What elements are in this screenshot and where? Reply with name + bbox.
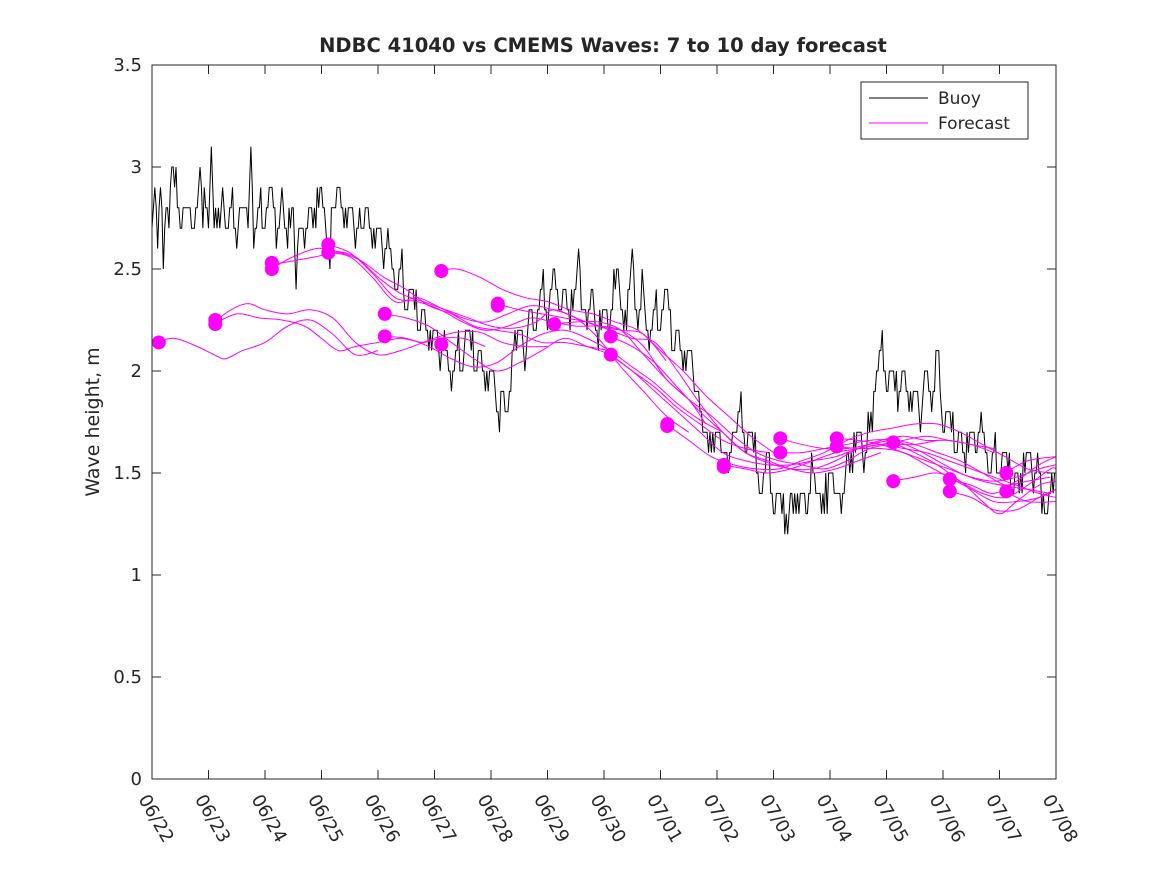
forecast-start-marker-3: [208, 317, 223, 332]
y-tick-label: 3: [131, 157, 142, 178]
forecast-series-line-15: [665, 422, 1051, 474]
legend-box: [860, 81, 1029, 140]
forecast-series-line-10: [440, 268, 774, 454]
forecast-start-marker-1: [151, 335, 166, 350]
y-tick-label: 0.5: [113, 667, 142, 688]
forecast-series-line-22: [892, 472, 1056, 515]
forecast-start-marker-13: [490, 298, 505, 313]
forecast-start-marker-20: [716, 459, 731, 474]
forecast-series-line-13: [609, 335, 994, 471]
forecast-series-line-21: [891, 441, 1056, 499]
forecast-start-marker-22: [773, 445, 788, 460]
forecast-start-marker-21: [773, 431, 788, 446]
forecast-series-line-24: [948, 488, 1056, 512]
forecast-start-marker-16: [603, 347, 618, 362]
legend: Buoy Forecast: [860, 81, 1029, 140]
y-axis-label: Wave height, m: [82, 347, 104, 496]
y-tick-label: 1.5: [113, 463, 142, 484]
forecast-start-marker-8: [377, 306, 392, 321]
forecast-series-line-7: [327, 252, 690, 433]
forecast-start-marker-18: [660, 419, 675, 434]
forecast-series-line-2: [213, 303, 548, 356]
forecast-start-marker-27: [942, 472, 957, 487]
forecast-series-line-19: [835, 437, 1056, 482]
marker-layer: [151, 237, 1014, 499]
legend-forecast-label: Forecast: [938, 114, 1010, 134]
forecast-series-line-8: [383, 313, 768, 454]
forecast-start-marker-15: [603, 329, 618, 344]
forecast-start-marker-28: [942, 484, 957, 499]
forecast-start-marker-29: [999, 466, 1014, 480]
legend-buoy-label: Buoy: [938, 89, 981, 109]
forecast-series-line-11: [496, 303, 882, 474]
forecast-start-marker-9: [377, 329, 392, 344]
forecast-series-line-14: [609, 354, 995, 466]
forecast-start-marker-11: [434, 337, 449, 352]
forecast-series-line-6: [326, 244, 707, 425]
y-tick-label: 2: [131, 361, 142, 382]
forecast-start-marker-10: [434, 264, 449, 279]
y-tick-label: 3.5: [113, 55, 142, 76]
forecast-start-marker-25: [886, 435, 901, 450]
forecast-start-marker-7: [321, 245, 336, 260]
forecast-start-marker-30: [999, 484, 1014, 499]
y-tick-label: 2.5: [113, 259, 142, 280]
y-tick-label: 0: [131, 769, 142, 790]
buoy-series-line: [152, 146, 1056, 535]
forecast-start-marker-14: [547, 317, 562, 332]
forecast-start-marker-26: [886, 474, 901, 489]
chart-title: NDBC 41040 vs CMEMS Waves: 7 to 10 day f…: [319, 34, 887, 57]
y-tick-label: 1: [131, 565, 142, 586]
forecast-series-line-1: [154, 319, 379, 360]
forecast-start-marker-5: [264, 262, 279, 276]
forecast-start-marker-24: [829, 439, 844, 454]
